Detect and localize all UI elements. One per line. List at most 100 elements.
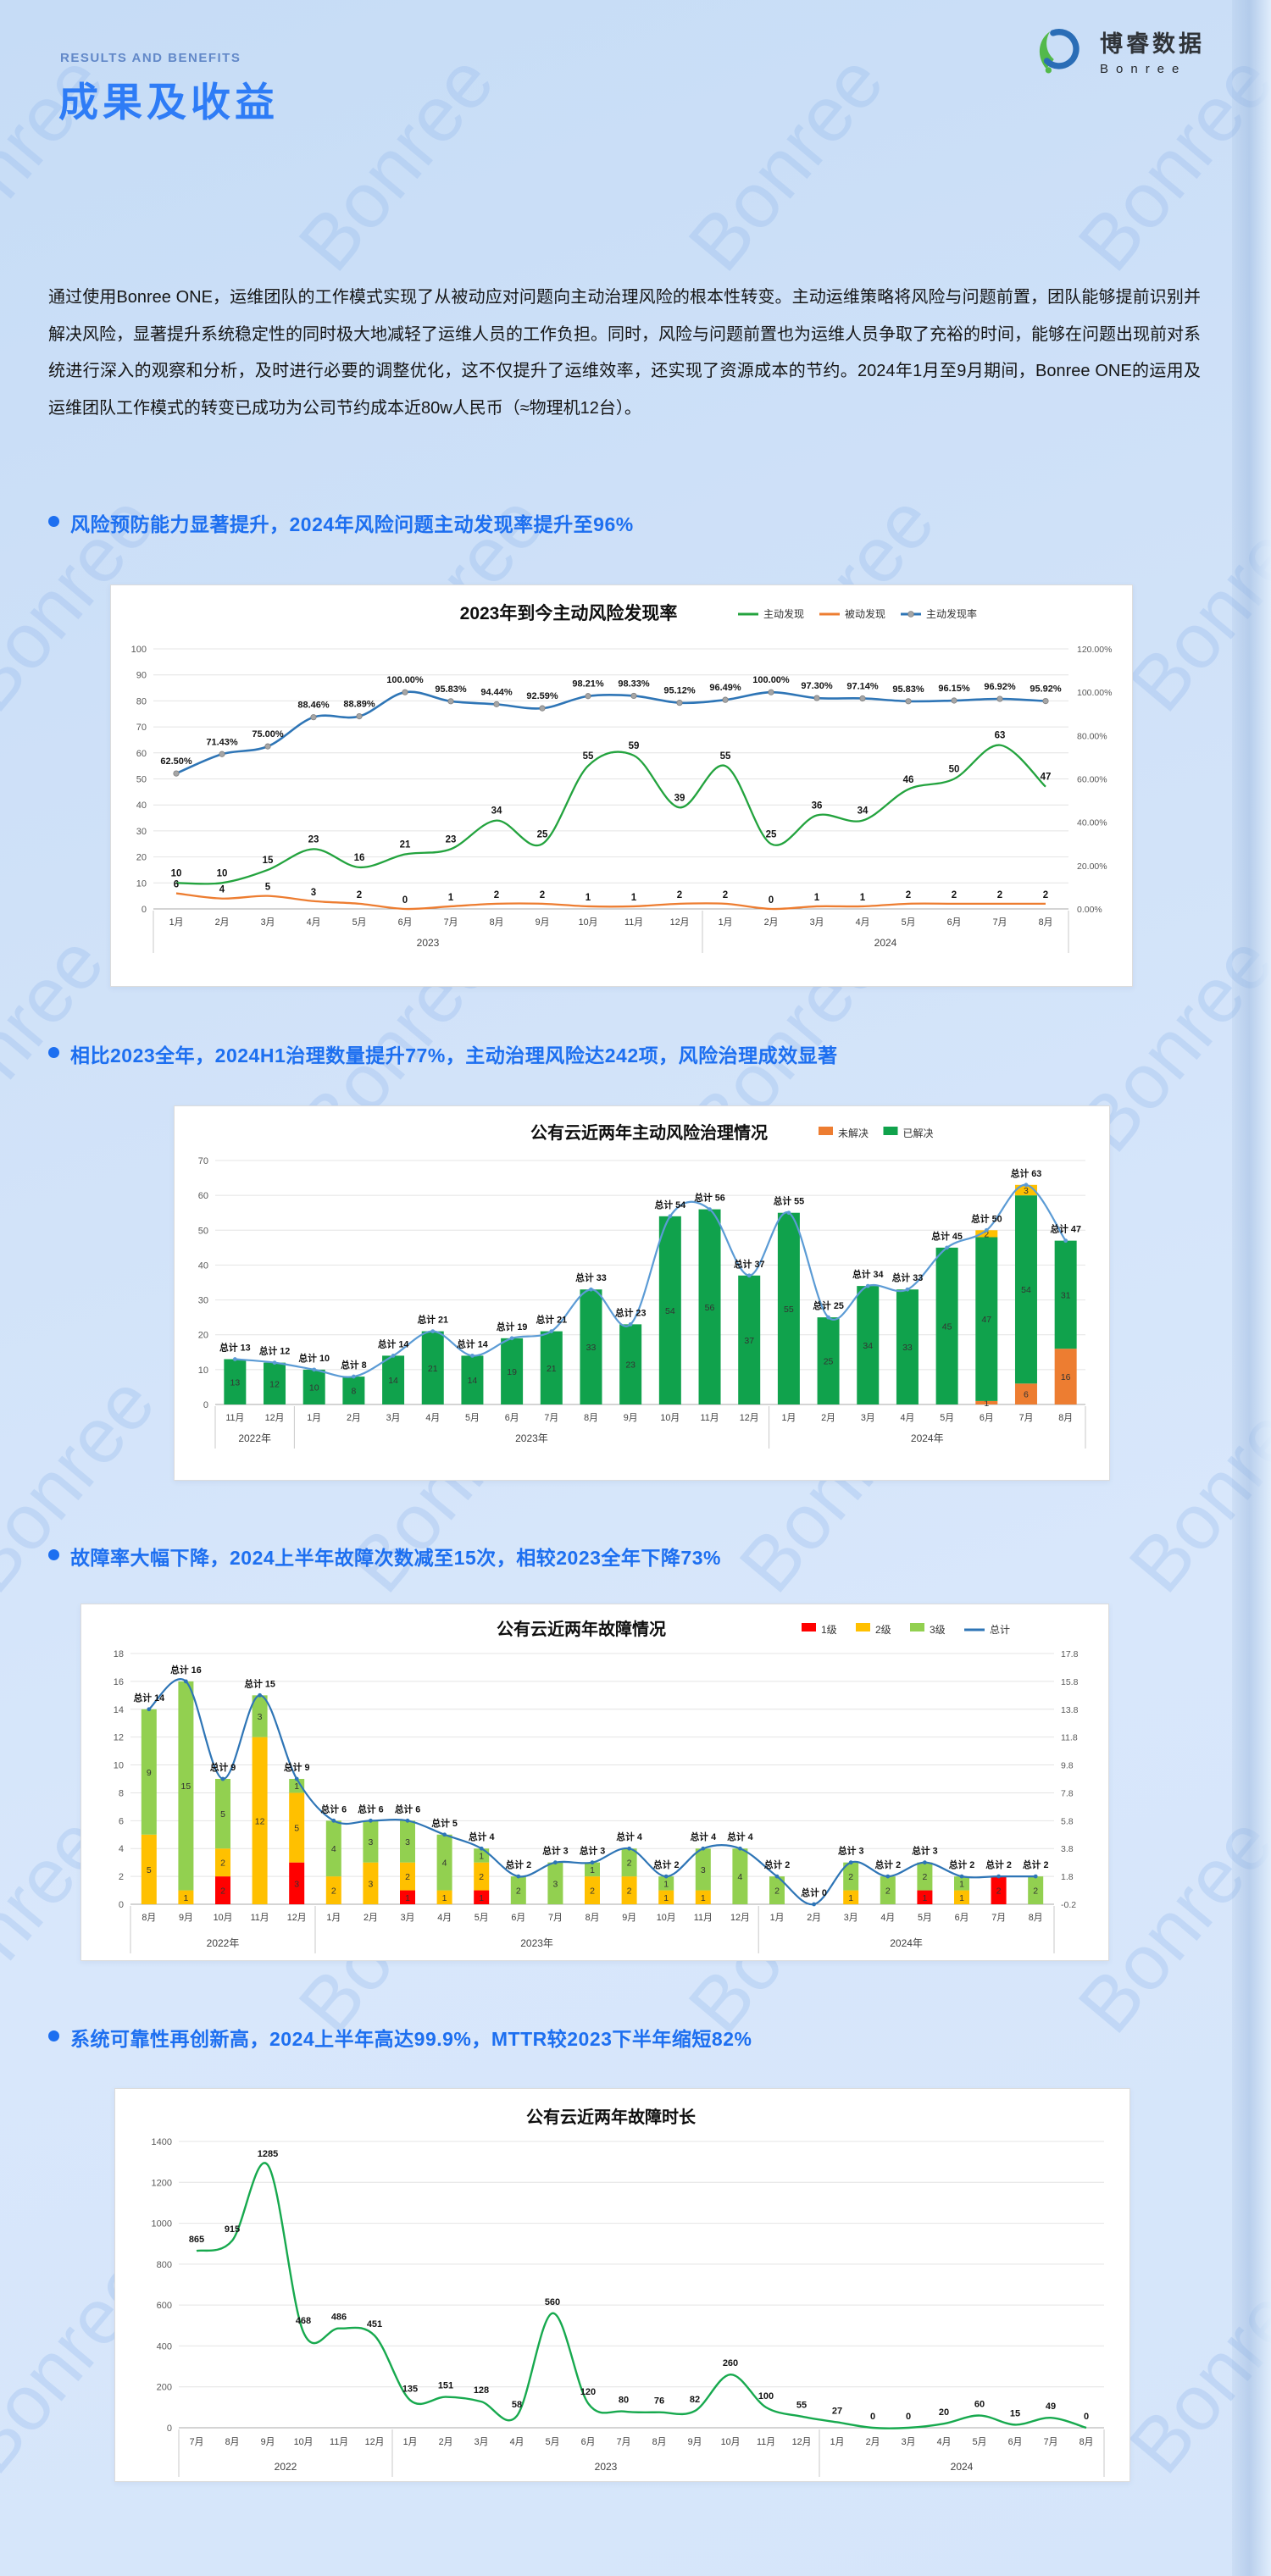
svg-text:1: 1 <box>984 1399 989 1409</box>
svg-text:3: 3 <box>701 1865 706 1875</box>
svg-text:12月: 12月 <box>265 1413 285 1423</box>
svg-text:主动发现率: 主动发现率 <box>926 607 977 620</box>
svg-text:4月: 4月 <box>437 1913 452 1923</box>
svg-text:95.12%: 95.12% <box>663 686 696 696</box>
failure-count-chart: 公有云近两年故障情况 1级 2级 3级 总计024681012141618-0.21.8… <box>114 1619 1079 1953</box>
page-title: 成果及收益 <box>58 80 279 125</box>
svg-text:2月: 2月 <box>347 1413 361 1423</box>
svg-text:2: 2 <box>984 1229 989 1239</box>
svg-text:10: 10 <box>198 1366 208 1376</box>
svg-text:2: 2 <box>774 1886 780 1897</box>
svg-text:2: 2 <box>405 1872 410 1882</box>
svg-text:8月: 8月 <box>1080 2437 1094 2447</box>
svg-text:3: 3 <box>1024 1186 1029 1196</box>
svg-text:1285: 1285 <box>258 2149 278 2159</box>
svg-text:1000: 1000 <box>152 2219 172 2230</box>
svg-text:100: 100 <box>131 645 147 655</box>
svg-text:55: 55 <box>583 751 594 762</box>
svg-text:总计 37: 总计 37 <box>734 1258 765 1270</box>
svg-text:2月: 2月 <box>364 1913 378 1923</box>
svg-text:12月: 12月 <box>287 1913 307 1923</box>
svg-text:总计 5: 总计 5 <box>431 1817 458 1829</box>
svg-text:55: 55 <box>720 751 731 762</box>
svg-text:5月: 5月 <box>918 1913 932 1923</box>
svg-text:未解决: 未解决 <box>838 1127 869 1139</box>
section-heading-text: 系统可靠性再创新高，2024上半年高达99.9%，MTTR较2023下半年缩短8… <box>70 2028 752 2050</box>
svg-text:总计 10: 总计 10 <box>298 1352 330 1364</box>
svg-text:2: 2 <box>627 1859 632 1869</box>
svg-text:3月: 3月 <box>386 1413 401 1423</box>
svg-text:0: 0 <box>870 2412 875 2422</box>
svg-text:9月: 9月 <box>179 1913 193 1923</box>
svg-text:1级: 1级 <box>821 1624 837 1636</box>
svg-text:1: 1 <box>586 893 591 903</box>
section-heading-risk-discovery: 风险预防能力显著提升，2024年风险问题主动发现率提升至96% <box>48 508 634 537</box>
svg-text:6月: 6月 <box>947 917 962 928</box>
chart-panel-risk-discovery: 2023年到今主动风险发现率 主动发现 被动发现 主动发现率 0 10 20 30 40 50 60… <box>110 584 1133 987</box>
svg-text:5月: 5月 <box>940 1413 954 1423</box>
svg-text:总计 13: 总计 13 <box>219 1342 251 1354</box>
svg-text:12: 12 <box>269 1379 280 1389</box>
svg-text:总计 14: 总计 14 <box>378 1338 409 1349</box>
svg-text:公有云近两年故障时长: 公有云近两年故障时长 <box>526 2107 697 2127</box>
svg-text:2: 2 <box>848 1872 853 1882</box>
svg-text:5月: 5月 <box>352 917 367 928</box>
svg-text:46: 46 <box>903 775 914 785</box>
svg-text:2024: 2024 <box>874 937 897 949</box>
svg-text:3月: 3月 <box>261 917 275 928</box>
svg-text:公有云近两年故障情况: 公有云近两年故障情况 <box>497 1619 666 1639</box>
svg-text:3.8: 3.8 <box>1061 1844 1074 1854</box>
svg-text:915: 915 <box>225 2224 240 2235</box>
svg-text:10: 10 <box>114 1761 124 1771</box>
svg-text:2: 2 <box>997 890 1002 900</box>
svg-text:3: 3 <box>405 1837 410 1848</box>
svg-text:96.92%: 96.92% <box>984 682 1016 692</box>
svg-text:1月: 1月 <box>770 1913 785 1923</box>
svg-text:17.8: 17.8 <box>1061 1649 1079 1659</box>
svg-text:25: 25 <box>537 829 548 839</box>
svg-text:13.8: 13.8 <box>1061 1705 1079 1715</box>
svg-text:865: 865 <box>189 2235 204 2245</box>
svg-text:总计 14: 总计 14 <box>133 1692 164 1703</box>
svg-text:6月: 6月 <box>505 1413 519 1423</box>
svg-text:8月: 8月 <box>584 1413 598 1423</box>
page-eyebrow: RESULTS AND BENEFITS <box>60 51 241 65</box>
svg-text:总计 55: 总计 55 <box>774 1195 805 1207</box>
svg-text:总计: 总计 <box>990 1624 1010 1636</box>
svg-text:8月: 8月 <box>1058 1413 1073 1423</box>
svg-text:被动发现: 被动发现 <box>845 607 885 620</box>
svg-text:151: 151 <box>438 2381 453 2391</box>
svg-text:总计 2: 总计 2 <box>653 1859 680 1870</box>
svg-text:0: 0 <box>906 2412 911 2422</box>
svg-text:总计 34: 总计 34 <box>852 1268 884 1280</box>
svg-text:2级: 2级 <box>875 1624 891 1636</box>
svg-text:3: 3 <box>552 1879 558 1889</box>
svg-text:1: 1 <box>701 1893 706 1903</box>
svg-text:7月: 7月 <box>1044 2437 1058 2447</box>
intro-paragraph: 通过使用Bonree ONE，运维团队的工作模式实现了从被动应对问题向主动治理风… <box>48 288 1201 418</box>
svg-text:2: 2 <box>677 890 682 900</box>
svg-text:1: 1 <box>448 893 454 903</box>
svg-text:20: 20 <box>198 1331 208 1341</box>
svg-text:6: 6 <box>119 1816 124 1826</box>
svg-text:4月: 4月 <box>307 917 321 928</box>
section-heading-failure-duration: 系统可靠性再创新高，2024上半年高达99.9%，MTTR较2023下半年缩短8… <box>48 2023 752 2052</box>
svg-text:5: 5 <box>294 1824 299 1834</box>
svg-text:3: 3 <box>368 1879 373 1889</box>
svg-text:已解决: 已解决 <box>903 1127 934 1139</box>
svg-text:2023年到今主动风险发现率: 2023年到今主动风险发现率 <box>460 603 678 623</box>
svg-text:2: 2 <box>540 890 545 900</box>
svg-text:15.8: 15.8 <box>1061 1677 1079 1687</box>
svg-text:20: 20 <box>939 2407 949 2418</box>
svg-text:公有云近两年主动风险治理情况: 公有云近两年主动风险治理情况 <box>530 1122 768 1143</box>
svg-text:27: 27 <box>832 2406 842 2416</box>
svg-text:55: 55 <box>796 2401 807 2411</box>
section-heading-text: 风险预防能力显著提升，2024年风险问题主动发现率提升至96% <box>70 513 634 535</box>
svg-text:2月: 2月 <box>821 1413 835 1423</box>
svg-text:10月: 10月 <box>660 1413 680 1423</box>
svg-text:5月: 5月 <box>546 2437 560 2447</box>
svg-text:4: 4 <box>119 1844 124 1854</box>
svg-text:9月: 9月 <box>536 917 550 928</box>
svg-text:8月: 8月 <box>225 2437 240 2447</box>
